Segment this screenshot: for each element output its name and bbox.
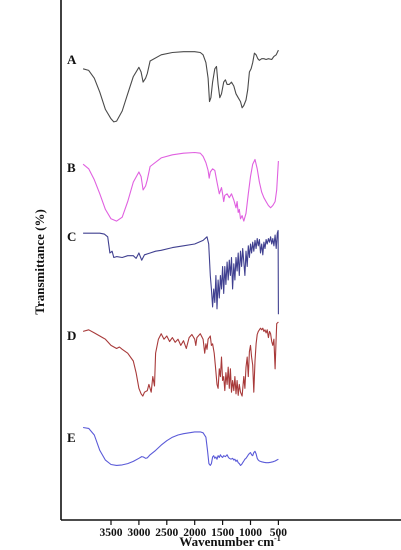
spectrum-line bbox=[82, 49, 279, 123]
x-tick-label: 3000 bbox=[127, 527, 150, 539]
spectrum-line bbox=[82, 321, 279, 397]
trace-a: A bbox=[67, 49, 279, 123]
trace-label: D bbox=[67, 328, 76, 343]
x-tick-label: 1000 bbox=[239, 527, 262, 539]
y-axis-title: Transmittance (%) bbox=[32, 209, 47, 315]
x-axis-title-superscript: -1 bbox=[274, 534, 281, 543]
trace-label: A bbox=[67, 52, 77, 67]
trace-label: C bbox=[67, 229, 76, 244]
trace-c: C bbox=[67, 229, 279, 315]
trace-label: B bbox=[67, 160, 76, 175]
trace-e: E bbox=[67, 426, 279, 466]
trace-label: E bbox=[67, 430, 76, 445]
x-tick-label: 2000 bbox=[183, 527, 206, 539]
x-axis-ticks bbox=[110, 520, 279, 525]
x-axis-title-text: Wavenumber cm bbox=[179, 534, 274, 549]
svg-text:Wavenumber cm-1: Wavenumber cm-1 bbox=[179, 534, 280, 549]
x-axis-tick-labels: 3500 3000 2500 2000 1500 1000 500 bbox=[100, 527, 288, 539]
y-axis-title-text: Transmittance (%) bbox=[32, 209, 47, 315]
x-tick-label: 3500 bbox=[100, 527, 123, 539]
spectra-traces: A B C D E bbox=[67, 49, 279, 466]
trace-d: D bbox=[67, 321, 279, 397]
x-tick-label: 500 bbox=[270, 527, 288, 539]
x-tick-label: 1500 bbox=[211, 527, 234, 539]
spectrum-line bbox=[83, 229, 279, 315]
x-axis-title: Wavenumber cm-1 bbox=[179, 534, 280, 549]
spectrum-line bbox=[82, 151, 279, 222]
trace-b: B bbox=[67, 151, 279, 222]
x-tick-label: 2500 bbox=[155, 527, 178, 539]
spectrum-line bbox=[83, 426, 279, 466]
